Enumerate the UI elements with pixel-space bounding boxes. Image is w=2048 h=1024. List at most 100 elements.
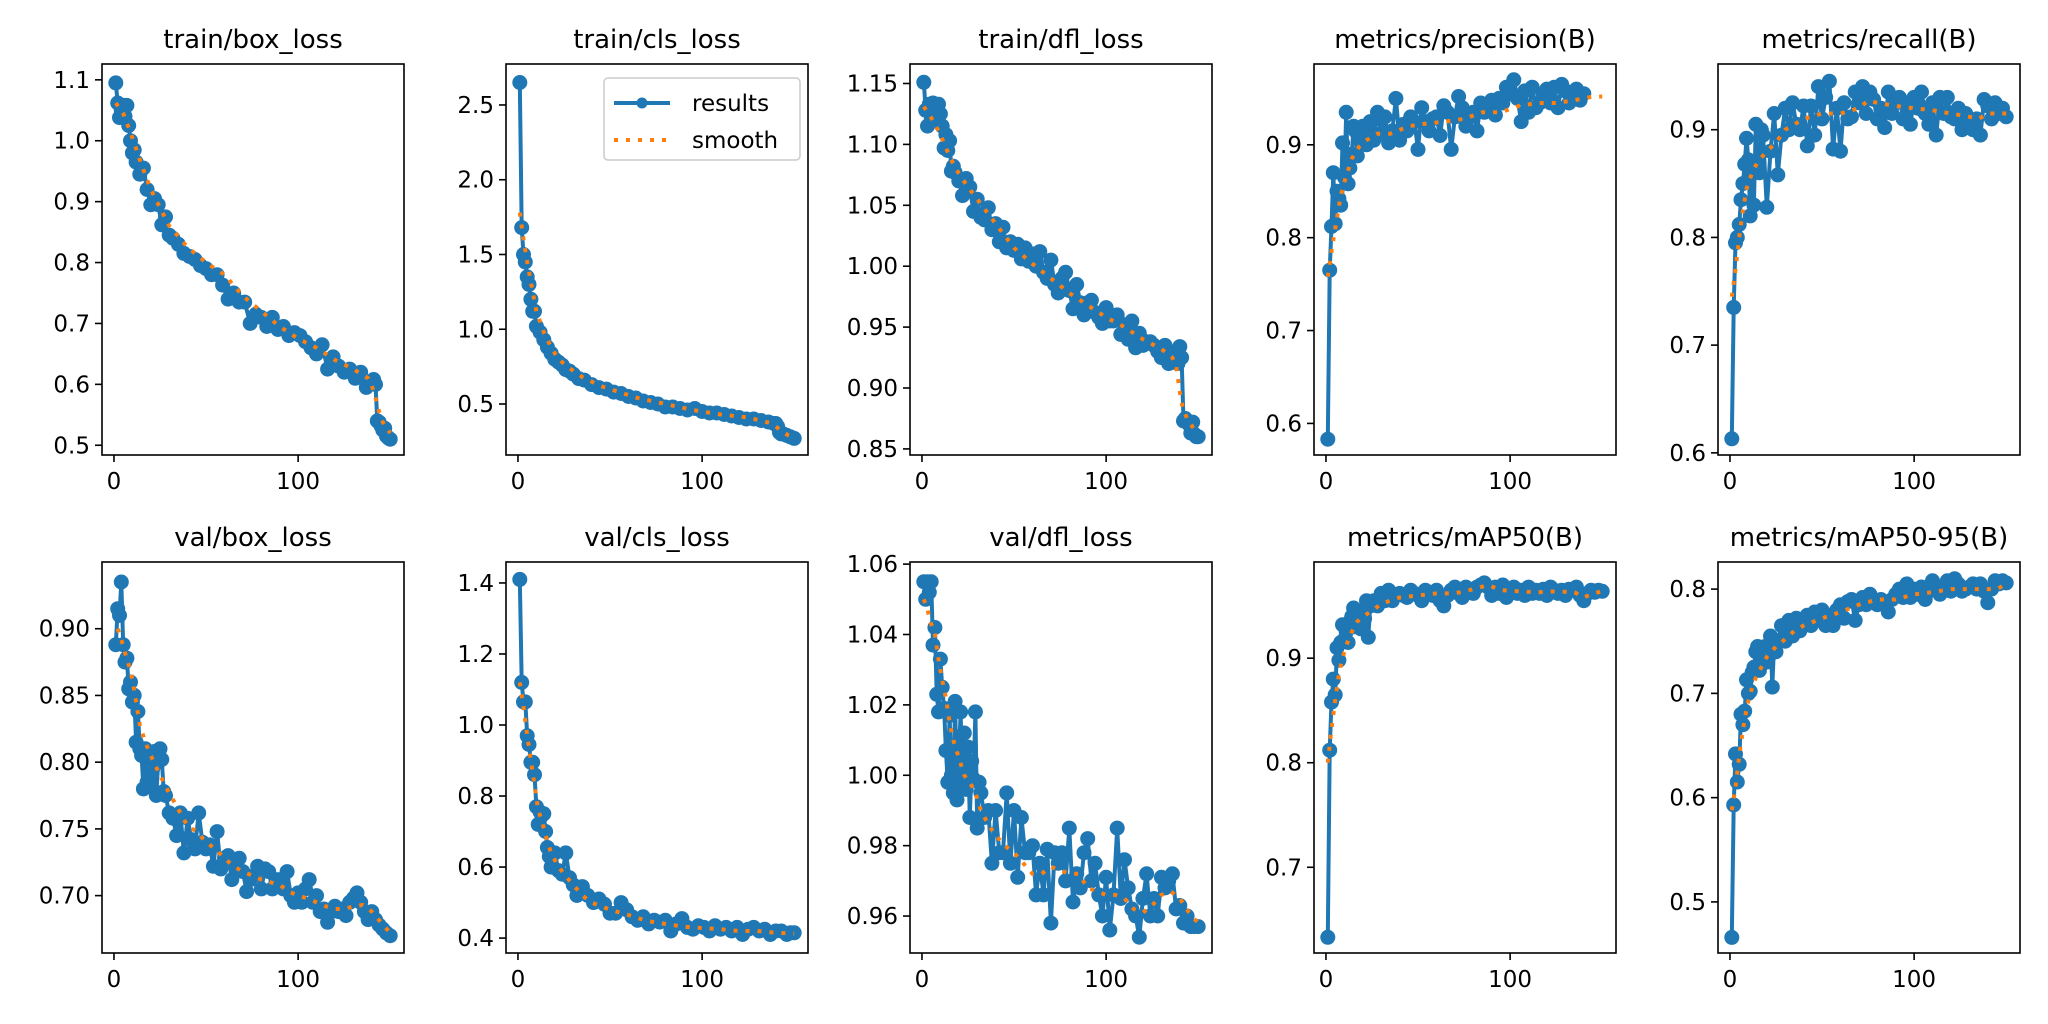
y-tick-label: 1.10 bbox=[847, 132, 898, 158]
y-tick-label: 0.8 bbox=[1265, 751, 1302, 777]
results-point bbox=[1755, 127, 1771, 143]
results-point bbox=[1010, 869, 1026, 885]
results-point bbox=[1025, 838, 1040, 854]
y-tick-label: 0.5 bbox=[457, 392, 494, 418]
results-point bbox=[1844, 109, 1859, 125]
y-tick-label: 1.04 bbox=[847, 622, 898, 648]
y-tick-label: 1.02 bbox=[847, 693, 898, 719]
axes-frame bbox=[101, 561, 405, 954]
results-point bbox=[314, 337, 330, 353]
y-tick-label: 0.90 bbox=[39, 617, 90, 643]
axes-frame bbox=[505, 63, 809, 456]
y-tick-label: 1.06 bbox=[847, 552, 898, 578]
y-tick-label: 0.8 bbox=[1265, 226, 1302, 252]
results-point bbox=[1847, 612, 1863, 628]
x-tick-label: 0 bbox=[511, 469, 526, 495]
results-point bbox=[1322, 262, 1338, 278]
y-tick-label: 0.75 bbox=[39, 817, 90, 843]
y-tick-label: 1.05 bbox=[847, 193, 898, 219]
results-point bbox=[1763, 143, 1778, 159]
results-point bbox=[1174, 350, 1190, 366]
smooth-line bbox=[1729, 582, 2008, 811]
results-point bbox=[1109, 820, 1125, 836]
results-point bbox=[1487, 107, 1503, 123]
results-point bbox=[215, 277, 231, 293]
results-point bbox=[1726, 299, 1742, 315]
plot-area bbox=[512, 571, 802, 942]
y-tick-label: 0.5 bbox=[53, 433, 90, 459]
y-tick-label: 0.6 bbox=[1265, 411, 1302, 437]
results-point bbox=[962, 810, 978, 825]
results-point bbox=[1054, 845, 1070, 861]
results-point bbox=[1792, 122, 1808, 138]
results-point bbox=[1150, 908, 1166, 924]
plot-area bbox=[108, 75, 398, 447]
results-point bbox=[1825, 618, 1841, 634]
results-point bbox=[1726, 797, 1742, 813]
results-point bbox=[943, 767, 959, 783]
results-point bbox=[1724, 431, 1740, 447]
subplot-val-dfl-loss: val/dfl_loss 0.96 0.98 1.00 1.02 1.04 1.06 0 100 bbox=[847, 523, 1213, 993]
results-point bbox=[1172, 339, 1188, 355]
results-point bbox=[1939, 89, 1955, 105]
results-point bbox=[1759, 199, 1775, 215]
results-point bbox=[995, 219, 1011, 235]
subplot-metrics-recall-b-: metrics/recall(B) 0.6 0.7 0.8 0.9 0 100 bbox=[1669, 25, 2021, 495]
subplot-metrics-map50-b-: metrics/mAP50(B) 0.7 0.8 0.9 0 100 bbox=[1265, 523, 1617, 993]
y-tick-label: 0.7 bbox=[1669, 681, 1706, 707]
x-tick-label: 100 bbox=[680, 469, 724, 495]
subplot-title: val/cls_loss bbox=[584, 523, 730, 553]
results-point bbox=[158, 209, 173, 225]
results-point bbox=[1902, 116, 1918, 132]
x-tick-label: 100 bbox=[276, 469, 320, 495]
y-tick-label: 1.0 bbox=[457, 713, 494, 739]
results-point bbox=[1080, 831, 1096, 847]
y-tick-label: 0.85 bbox=[847, 437, 898, 463]
results-point bbox=[1807, 127, 1823, 143]
results-point bbox=[1980, 595, 1996, 611]
results-point bbox=[1432, 128, 1448, 143]
legend-results-label: results bbox=[692, 91, 769, 117]
legend-smooth-label: smooth bbox=[692, 128, 778, 154]
y-tick-label: 1.5 bbox=[457, 242, 494, 268]
results-point bbox=[1877, 120, 1893, 136]
y-tick-label: 2.5 bbox=[457, 93, 494, 119]
y-tick-label: 0.9 bbox=[53, 190, 90, 216]
results-point bbox=[123, 674, 138, 690]
x-tick-label: 100 bbox=[1084, 967, 1128, 993]
results-point bbox=[1320, 929, 1336, 945]
subplot-train-box-loss: train/box_loss 0.5 0.6 0.7 0.8 0.9 1.0 1.1 0 100 bbox=[53, 25, 405, 495]
results-point bbox=[927, 620, 943, 635]
results-point bbox=[1164, 866, 1180, 882]
results-point bbox=[969, 191, 985, 207]
results-point bbox=[969, 820, 985, 836]
results-point bbox=[1076, 845, 1092, 861]
results-point bbox=[1061, 820, 1077, 836]
axes-frame bbox=[1717, 63, 2021, 456]
results-point bbox=[1914, 84, 1929, 100]
x-tick-label: 0 bbox=[915, 469, 930, 495]
results-point bbox=[108, 75, 124, 91]
results-point bbox=[786, 430, 802, 446]
results-point bbox=[115, 637, 131, 653]
results-point bbox=[1032, 244, 1048, 260]
results-point bbox=[382, 431, 398, 447]
results-point bbox=[1335, 135, 1350, 151]
plot-area bbox=[108, 574, 398, 944]
plot-area bbox=[1320, 72, 1603, 447]
y-tick-label: 0.9 bbox=[1265, 646, 1302, 672]
x-tick-label: 0 bbox=[1319, 469, 1334, 495]
results-point bbox=[923, 574, 939, 590]
results-point bbox=[1836, 610, 1852, 626]
y-tick-label: 1.0 bbox=[457, 317, 494, 343]
results-point bbox=[301, 872, 317, 888]
axes-frame bbox=[1313, 63, 1617, 456]
results-point bbox=[1377, 109, 1393, 125]
x-tick-label: 0 bbox=[511, 967, 526, 993]
y-tick-label: 0.8 bbox=[1669, 225, 1706, 251]
y-tick-label: 0.9 bbox=[1669, 118, 1706, 144]
results-point bbox=[1032, 855, 1048, 871]
y-tick-label: 0.80 bbox=[39, 750, 90, 776]
results-point bbox=[1410, 141, 1426, 157]
plot-area bbox=[512, 75, 802, 446]
